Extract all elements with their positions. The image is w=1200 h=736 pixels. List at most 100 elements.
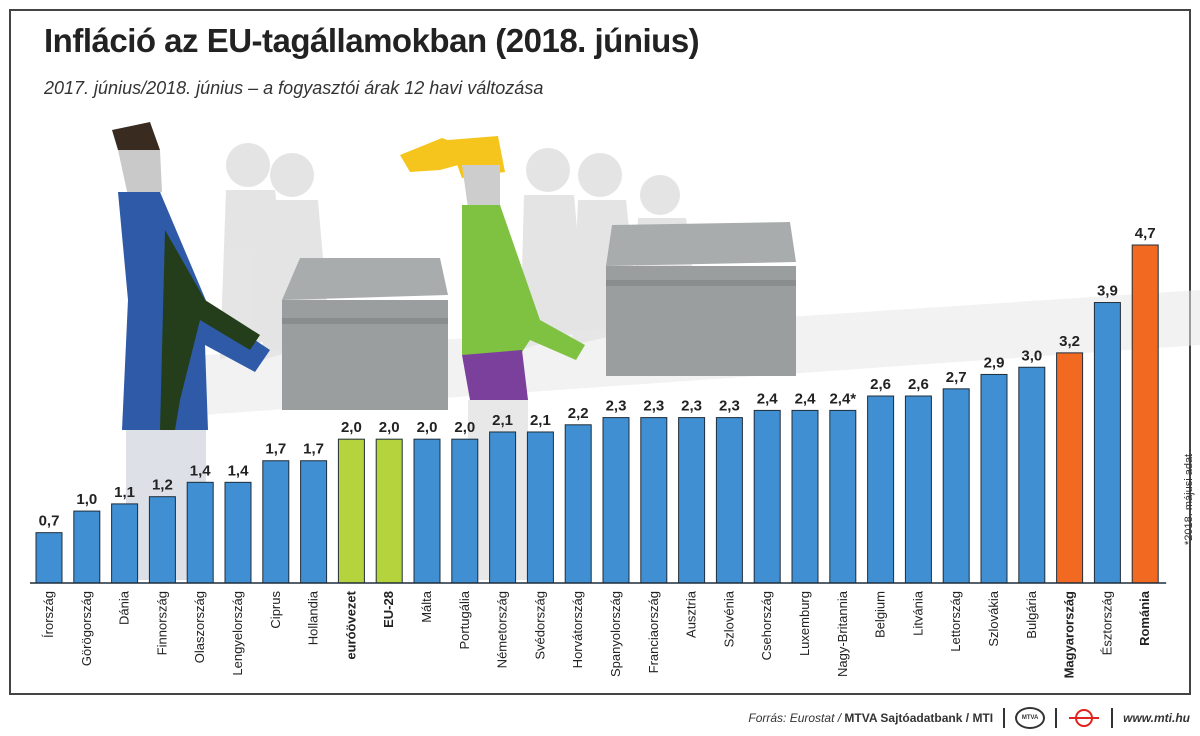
bar-szlovakia [980,373,1008,584]
value-label-romania: 4,7 [1135,225,1156,242]
bar-szlovenia [715,417,743,584]
bar-horvatorszag [564,424,592,584]
category-label-nagy-britannia: Nagy-Britannia [835,590,850,677]
category-label-eu-28: EU-28 [381,591,396,628]
value-label-luxemburg: 2,4 [795,390,817,407]
footer: Forrás: Eurostat / MTVA Sajtóadatbank / … [748,705,1190,731]
website-link[interactable]: www.mti.hu [1123,711,1190,725]
bar-irorszag [35,532,63,584]
category-label-ciprus: Ciprus [268,591,283,629]
value-label-szlovakia: 2,9 [984,354,1005,371]
category-label-franciaorszag: Franciaország [646,591,661,673]
bar-finnorszag [148,496,176,584]
bar-nagy-britannia [829,409,857,584]
footer-separator [1055,708,1058,728]
value-label-litvania: 2,6 [908,376,929,393]
value-label-ciprus: 1,7 [265,441,286,458]
footer-separator [1003,708,1006,728]
mti-logo-icon [1067,707,1101,729]
category-label-romania: Románia [1137,590,1152,646]
value-label-nagy-britannia: 2,4* [829,390,856,407]
bar-dania [111,503,139,584]
value-label-esztorszag: 3,9 [1097,283,1118,300]
category-label-nemetorszag: Németország [495,591,510,668]
value-label-hollandia: 1,7 [303,441,324,458]
category-label-lettorszag: Lettország [948,591,963,652]
category-label-svedorszag: Svédország [532,591,547,660]
value-label-szlovenia: 2,3 [719,398,740,415]
value-label-spanyolorszag: 2,3 [606,398,627,415]
category-label-szlovakia: Szlovákia [986,590,1001,646]
value-label-bulgaria: 3,0 [1021,347,1042,364]
bar-bulgaria [1018,366,1046,584]
ballot-box-2 [606,222,796,376]
category-label-esztorszag: Észtország [1099,591,1114,655]
ballot-box-1 [282,258,448,410]
value-label-malta: 2,0 [417,419,438,436]
mtva-logo-icon: MTVA [1015,707,1046,729]
category-label-lengyelorszag: Lengyelország [230,591,245,676]
value-label-portugalia: 2,0 [454,419,475,436]
value-label-magyarorszag: 3,2 [1059,333,1080,350]
category-label-luxemburg: Luxemburg [797,591,812,656]
category-label-olaszorszag: Olaszország [192,591,207,663]
bar-portugalia [451,438,479,584]
value-label-finnorszag: 1,2 [152,477,173,494]
value-label-gorogorszag: 1,0 [76,491,97,508]
bar-gorogorszag [73,510,101,584]
value-label-lengyelorszag: 1,4 [228,462,250,479]
category-label-malta: Málta [419,590,434,623]
value-label-belgium: 2,6 [870,376,891,393]
category-label-gorogorszag: Görögország [79,591,94,666]
page-title: Infláció az EU-tagállamokban (2018. júni… [44,22,700,59]
value-label-nemetorszag: 2,1 [492,412,513,429]
bar-malta [413,438,441,584]
category-label-hollandia: Hollandia [306,590,321,645]
bar-litvania [904,395,932,584]
category-label-euroovezet: euróövezet [343,590,358,659]
footer-separator [1111,708,1114,728]
category-label-belgium: Belgium [873,591,888,638]
value-label-franciaorszag: 2,3 [643,398,664,415]
value-label-svedorszag: 2,1 [530,412,551,429]
value-label-csehorszag: 2,4 [757,390,779,407]
value-label-euroovezet: 2,0 [341,419,362,436]
bar-spanyolorszag [602,417,630,584]
bar-lettorszag [942,388,970,584]
category-label-csehorszag: Csehország [759,591,774,660]
source-credit: Forrás: Eurostat / MTVA Sajtóadatbank / … [748,711,993,725]
bar-franciaorszag [640,417,668,584]
category-label-litvania: Litvánia [910,590,925,636]
category-label-irorszag: Írország [41,591,56,638]
bar-eu-28 [375,438,403,584]
bar-euroovezet [337,438,365,584]
category-label-horvatorszag: Horvátország [570,591,585,668]
category-label-ausztria: Ausztria [684,590,699,638]
category-label-finnorszag: Finnország [154,591,169,655]
source-prefix: Forrás: Eurostat / [748,711,842,725]
bar-csehorszag [753,409,781,584]
woman-figure [400,136,585,580]
value-label-lettorszag: 2,7 [946,369,967,386]
bar-romania [1131,244,1159,584]
bar-esztorszag [1093,302,1121,584]
bar-lengyelorszag [224,481,252,584]
page-subtitle: 2017. június/2018. június – a fogyasztói… [44,78,544,98]
bar-magyarorszag [1056,352,1084,584]
category-label-bulgaria: Bulgária [1024,590,1039,638]
source-bold: MTVA Sajtóadatbank / MTI [844,711,994,725]
category-label-spanyolorszag: Spanyolország [608,591,623,677]
value-label-olaszorszag: 1,4 [190,462,212,479]
footnote: *2018. májusi adat [1183,453,1195,545]
bar-ausztria [678,417,706,584]
bar-nemetorszag [489,431,517,584]
bar-olaszorszag [186,481,214,584]
value-label-irorszag: 0,7 [39,513,60,530]
value-label-eu-28: 2,0 [379,419,400,436]
value-label-dania: 1,1 [114,484,135,501]
value-label-ausztria: 2,3 [681,398,702,415]
mtva-logo-text: MTVA [1021,715,1039,721]
bar-belgium [867,395,895,584]
bar-ciprus [262,460,290,584]
